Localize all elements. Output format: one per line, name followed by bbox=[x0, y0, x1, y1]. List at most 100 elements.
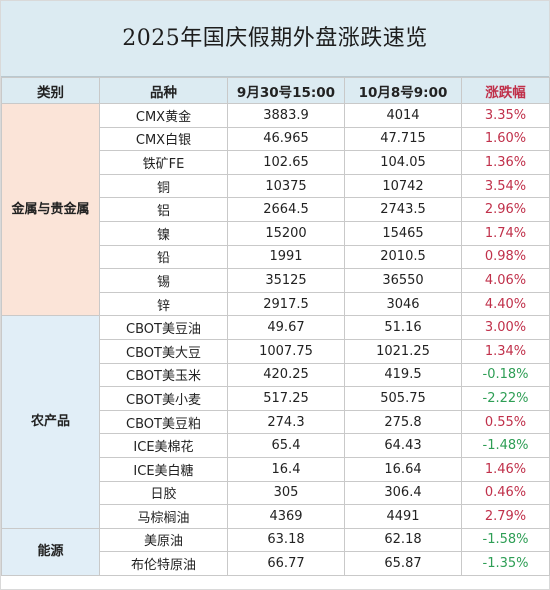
product-name-cell: CBOT美豆粕 bbox=[99, 409, 228, 435]
after-price-cell: 4491 bbox=[344, 504, 462, 529]
product-name-cell: 铅 bbox=[99, 244, 228, 270]
change-cell: 1.46% bbox=[461, 456, 550, 482]
after-price-cell: 15465 bbox=[344, 220, 462, 246]
product-name-cell: 铝 bbox=[99, 197, 228, 222]
table-row: CMX白银 46.965 47.715 1.60% bbox=[2, 126, 550, 152]
product-name-cell: CMX白银 bbox=[99, 126, 228, 152]
after-price-cell: 10742 bbox=[344, 173, 462, 199]
page-title: 2025年国庆假期外盘涨跌速览 bbox=[1, 1, 549, 77]
change-cell: 2.96% bbox=[461, 197, 550, 222]
before-price-cell: 3883.9 bbox=[227, 103, 345, 128]
after-price-cell: 65.87 bbox=[344, 551, 462, 576]
change-cell: -1.58% bbox=[461, 527, 550, 553]
change-cell: 0.55% bbox=[461, 409, 550, 435]
header-product: 品种 bbox=[99, 77, 228, 104]
after-price-cell: 64.43 bbox=[344, 433, 462, 458]
table-body: 金属与贵金属 CMX黄金 3883.9 4014 3.35% CMX白银 46.965 47.… bbox=[1, 102, 550, 576]
before-price-cell: 2664.5 bbox=[227, 197, 345, 222]
change-cell: 3.54% bbox=[461, 173, 550, 199]
change-cell: 1.34% bbox=[461, 338, 550, 364]
product-name-cell: 美原油 bbox=[99, 527, 228, 553]
table-row: 镍 15200 15465 1.74% bbox=[2, 220, 550, 246]
after-price-cell: 306.4 bbox=[344, 480, 462, 506]
product-name-cell: 镍 bbox=[99, 220, 228, 246]
table-row: 马棕榈油 4369 4491 2.79% bbox=[2, 504, 550, 529]
after-price-cell: 51.16 bbox=[344, 315, 462, 340]
table-row: 铁矿FE 102.65 104.05 1.36% bbox=[2, 150, 550, 175]
header-change: 涨跌幅 bbox=[461, 77, 550, 104]
change-cell: -1.35% bbox=[461, 551, 550, 576]
before-price-cell: 16.4 bbox=[227, 456, 345, 482]
after-price-cell: 62.18 bbox=[344, 527, 462, 553]
after-price-cell: 505.75 bbox=[344, 386, 462, 411]
change-cell: 1.74% bbox=[461, 220, 550, 246]
table-row: 铝 2664.5 2743.5 2.96% bbox=[2, 197, 550, 222]
before-price-cell: 517.25 bbox=[227, 386, 345, 411]
change-cell: 2.79% bbox=[461, 504, 550, 529]
before-price-cell: 15200 bbox=[227, 220, 345, 246]
before-price-cell: 274.3 bbox=[227, 409, 345, 435]
product-name-cell: CBOT美豆油 bbox=[99, 315, 228, 340]
change-cell: 4.40% bbox=[461, 291, 550, 317]
category-cell: 金属与贵金属 bbox=[1, 102, 100, 317]
change-cell: 4.06% bbox=[461, 268, 550, 293]
product-name-cell: ICE美棉花 bbox=[99, 433, 228, 458]
before-price-cell: 46.965 bbox=[227, 126, 345, 152]
after-price-cell: 2743.5 bbox=[344, 197, 462, 222]
before-price-cell: 1991 bbox=[227, 244, 345, 270]
product-name-cell: 布伦特原油 bbox=[99, 551, 228, 576]
change-cell: -2.22% bbox=[461, 386, 550, 411]
table-row: 日胶 305 306.4 0.46% bbox=[2, 480, 550, 506]
header-before: 9月30号15:00 bbox=[227, 77, 345, 104]
product-name-cell: 铜 bbox=[99, 173, 228, 199]
price-table: 类别 品种 9月30号15:00 10月8号9:00 涨跌幅 金属与贵金属 CMX… bbox=[1, 77, 550, 576]
product-name-cell: CMX黄金 bbox=[99, 103, 228, 128]
before-price-cell: 35125 bbox=[227, 268, 345, 293]
after-price-cell: 2010.5 bbox=[344, 244, 462, 270]
product-name-cell: CBOT美小麦 bbox=[99, 386, 228, 411]
after-price-cell: 16.64 bbox=[344, 456, 462, 482]
product-name-cell: CBOT美玉米 bbox=[99, 362, 228, 388]
table-row: 锌 2917.5 3046 4.40% bbox=[2, 291, 550, 317]
product-name-cell: 铁矿FE bbox=[99, 150, 228, 175]
before-price-cell: 10375 bbox=[227, 173, 345, 199]
before-price-cell: 65.4 bbox=[227, 433, 345, 458]
before-price-cell: 305 bbox=[227, 480, 345, 506]
before-price-cell: 63.18 bbox=[227, 527, 345, 553]
product-name-cell: 日胶 bbox=[99, 480, 228, 506]
product-name-cell: 锌 bbox=[99, 291, 228, 317]
before-price-cell: 4369 bbox=[227, 504, 345, 529]
before-price-cell: 2917.5 bbox=[227, 291, 345, 317]
header-after: 10月8号9:00 bbox=[344, 77, 462, 104]
product-name-cell: 马棕榈油 bbox=[99, 504, 228, 529]
table-row: CBOT美玉米 420.25 419.5 -0.18% bbox=[2, 362, 550, 388]
after-price-cell: 419.5 bbox=[344, 362, 462, 388]
after-price-cell: 36550 bbox=[344, 268, 462, 293]
table-row: 农产品 CBOT美豆油 49.67 51.16 3.00% bbox=[1, 315, 550, 529]
header-category: 类别 bbox=[1, 77, 100, 104]
table-row: CBOT美豆粕 274.3 275.8 0.55% bbox=[2, 409, 550, 435]
table-row: 金属与贵金属 CMX黄金 3883.9 4014 3.35% bbox=[1, 102, 550, 317]
change-cell: 1.36% bbox=[461, 150, 550, 175]
change-cell: 0.98% bbox=[461, 244, 550, 270]
change-cell: 3.35% bbox=[461, 103, 550, 128]
table-header-row: 类别 品种 9月30号15:00 10月8号9:00 涨跌幅 bbox=[1, 77, 550, 104]
after-price-cell: 3046 bbox=[344, 291, 462, 317]
change-cell: -0.18% bbox=[461, 362, 550, 388]
category-cell: 能源 bbox=[1, 527, 100, 576]
change-cell: -1.48% bbox=[461, 433, 550, 458]
after-price-cell: 47.715 bbox=[344, 126, 462, 152]
table-row: ICE美白糖 16.4 16.64 1.46% bbox=[2, 456, 550, 482]
product-name-cell: CBOT美大豆 bbox=[99, 338, 228, 364]
category-cell: 农产品 bbox=[1, 315, 100, 529]
after-price-cell: 1021.25 bbox=[344, 338, 462, 364]
table-row: 布伦特原油 66.77 65.87 -1.35% bbox=[2, 551, 550, 576]
change-cell: 3.00% bbox=[461, 315, 550, 340]
product-name-cell: 锡 bbox=[99, 268, 228, 293]
table-row: 铜 10375 10742 3.54% bbox=[2, 173, 550, 199]
table-row: CBOT美大豆 1007.75 1021.25 1.34% bbox=[2, 338, 550, 364]
change-cell: 0.46% bbox=[461, 480, 550, 506]
table-row: CBOT美小麦 517.25 505.75 -2.22% bbox=[2, 386, 550, 411]
before-price-cell: 1007.75 bbox=[227, 338, 345, 364]
